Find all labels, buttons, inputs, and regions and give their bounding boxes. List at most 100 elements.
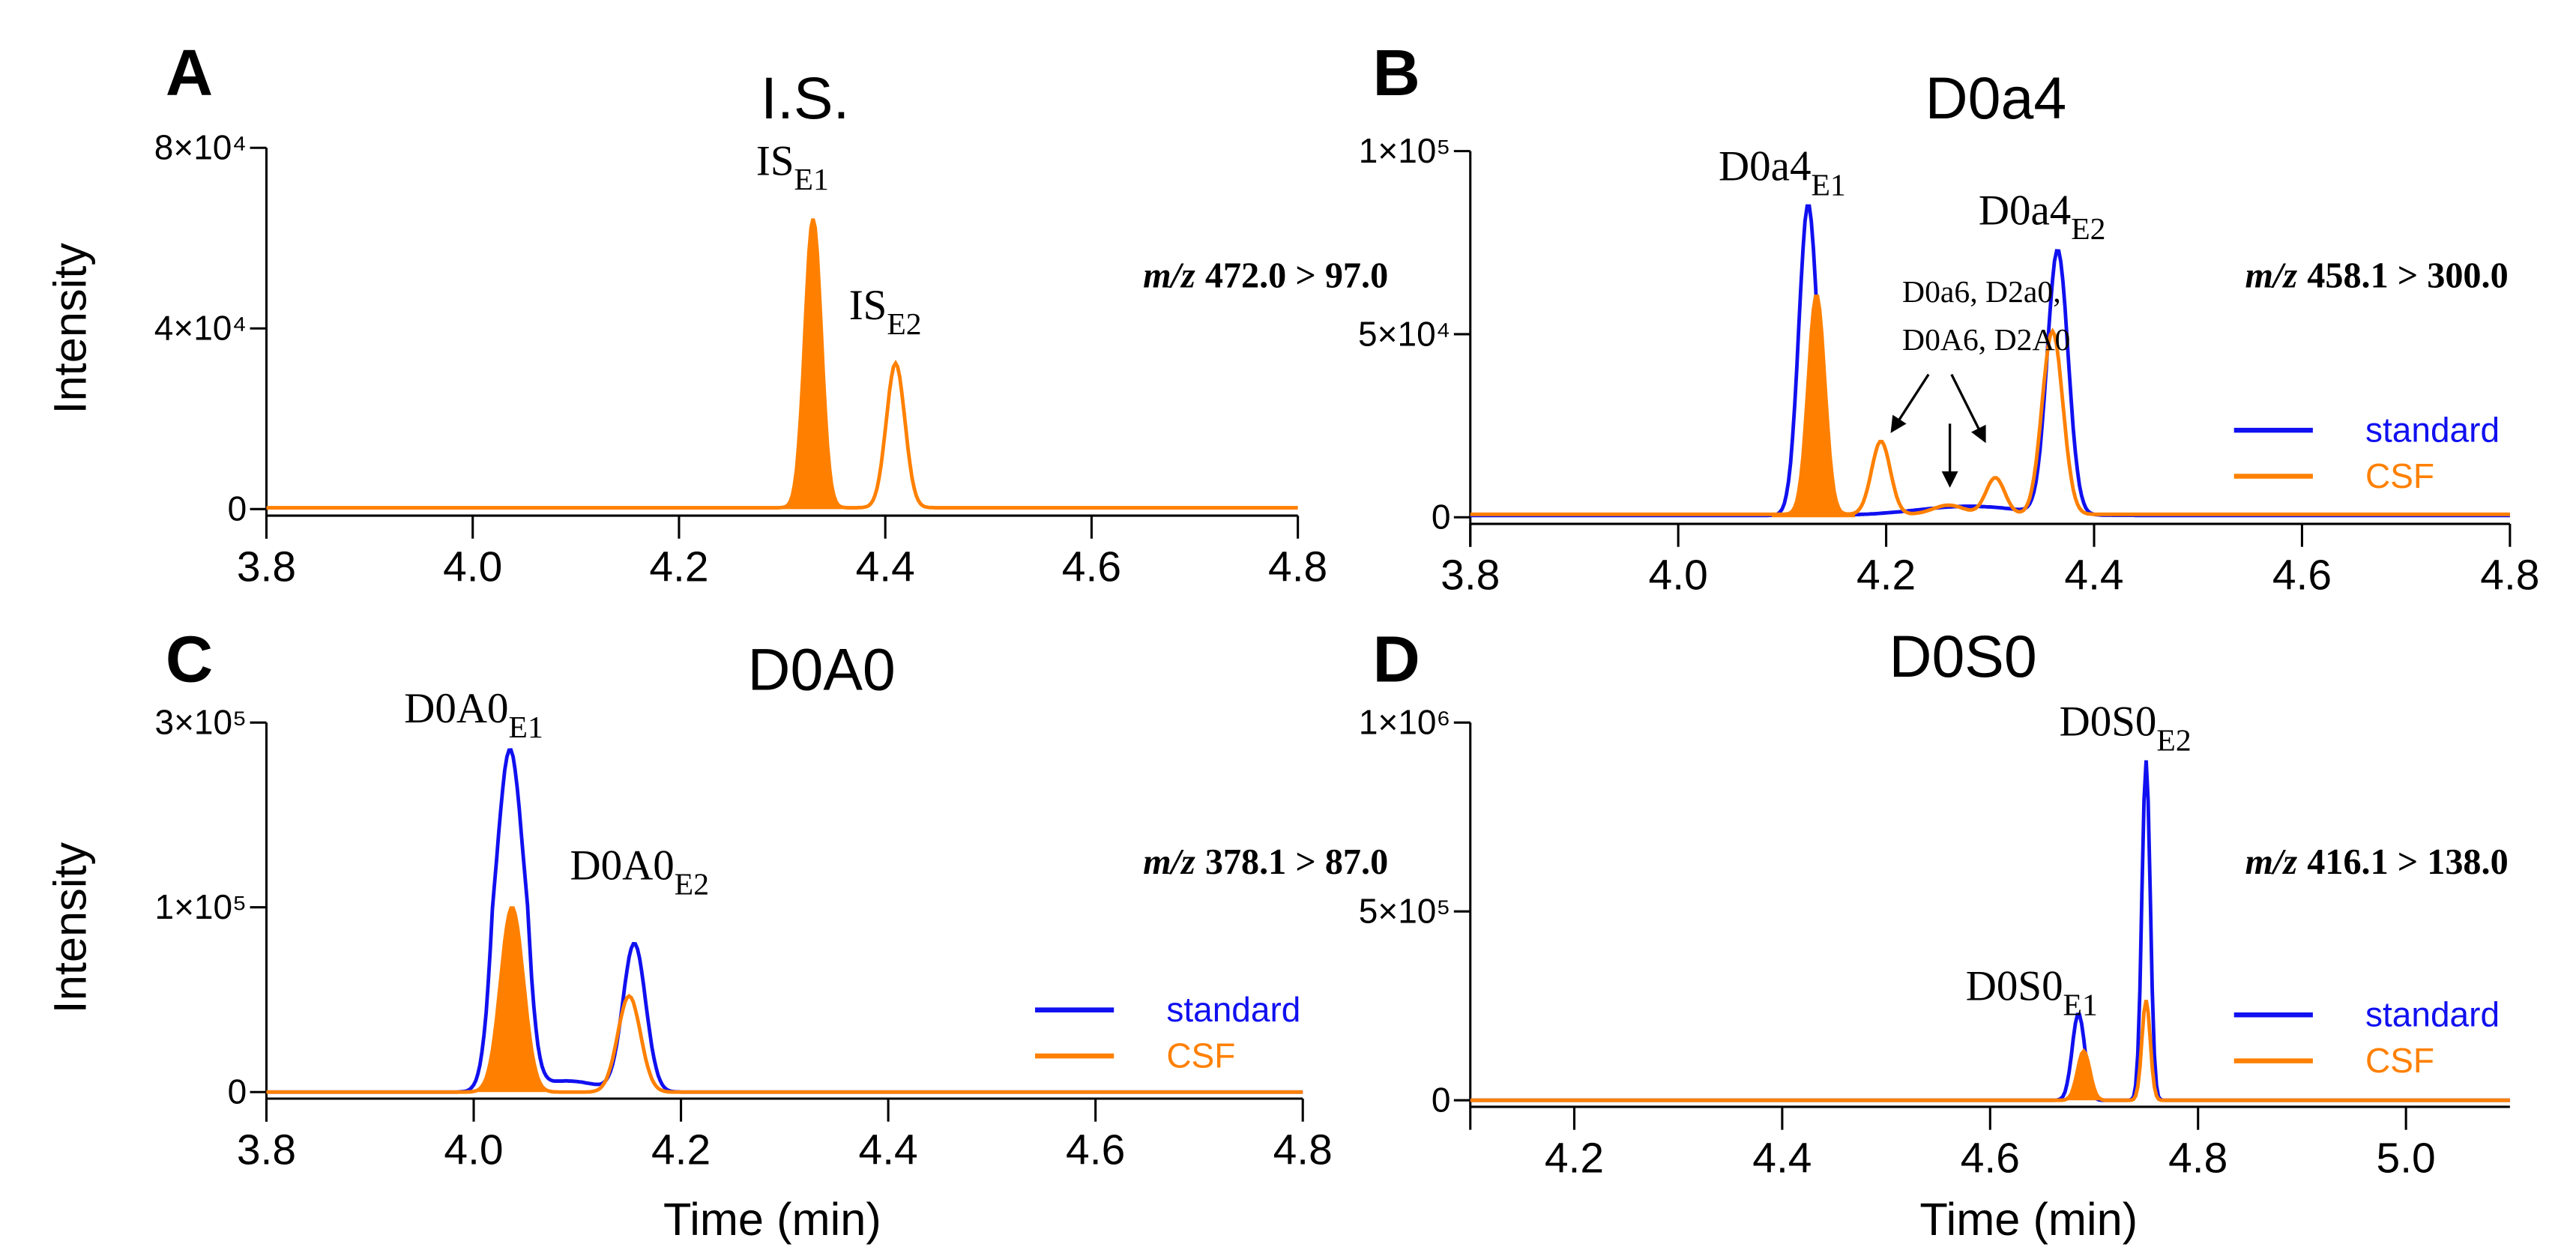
legend-label-csf: CSF [1166,1036,1235,1075]
y-axis-label: Intensity [44,842,96,1014]
peak-label: D0A0E1 [404,685,543,745]
y-tick-label: 1×10⁶ [1359,703,1451,742]
peak-label: ISE1 [756,137,829,197]
x-tick-label: 4.8 [1273,1126,1333,1174]
panel-a: A I.S. Intensity 0 4×10⁴ 8×10⁴ 3.8 4.0 4.2 4.4 4.6… [44,36,1388,591]
panel-title: D0A0 [748,636,896,702]
y-tick-label: 0 [1432,1081,1451,1120]
mz-value: 472.0 > 97.0 [1205,256,1388,295]
mz-value: 378.1 > 87.0 [1205,842,1388,882]
filled-peak-area [2063,1051,2105,1101]
panel-title: D0S0 [1889,624,2036,689]
peak-label-base: D0a4 [1719,143,1811,190]
x-tick-label: 4.6 [2272,552,2332,600]
transition-label: m/z 416.1 > 138.0 [2245,842,2508,882]
peak-label: D0S0E2 [2060,698,2192,758]
peak-label-subscript: E1 [509,710,543,745]
x-tick-label: 4.8 [1268,543,1327,591]
x-tick-label: 4.0 [1649,552,1708,600]
transition-label: m/z 378.1 > 87.0 [1143,842,1388,882]
series-line-csf [1470,295,2510,516]
legend-label-standard: standard [2365,995,2500,1034]
panel-letter: D [1372,622,1420,695]
peak-label: ISE2 [849,282,922,342]
peak-label: D0S0E1 [1966,963,2098,1023]
legend-label-standard: standard [1166,990,1300,1029]
peak-label-subscript: E2 [887,307,921,342]
series-line-standard [1470,760,2510,1102]
annotation-text: D0A6, D2A0 [1902,323,2070,357]
x-axis-label: Time (min) [1919,1194,2138,1246]
mz-prefix: m/z [2245,842,2297,882]
mz-value: 458.1 > 300.0 [2307,256,2508,295]
x-tick-label: 4.0 [444,1126,503,1174]
x-tick-label: 4.2 [649,543,708,591]
x-axis-label: Time (min) [663,1194,881,1246]
x-tick-label: 4.2 [651,1126,711,1174]
peak-label-base: IS [849,282,887,329]
mz-prefix: m/z [1143,842,1195,882]
filled-peak-area [474,908,551,1093]
x-tick-label: 3.8 [237,1126,296,1174]
x-tick-label: 4.8 [2480,552,2539,600]
mz-prefix: m/z [2245,256,2297,295]
y-tick-label: 5×10⁴ [1358,314,1450,353]
x-tick-label: 4.4 [859,1126,918,1174]
panel-title: D0a4 [1925,65,2067,131]
transition-label: m/z 458.1 > 300.0 [2245,256,2508,295]
y-tick-label: 5×10⁵ [1359,892,1451,931]
legend-label-csf: CSF [2365,456,2434,495]
peak-label: D0a4E2 [1979,187,2106,247]
x-tick-label: 4.4 [2064,552,2123,600]
series-line-csf [1470,1000,2510,1102]
mz-prefix: m/z [1143,256,1195,295]
panel-letter: A [166,36,213,109]
peak-label: D0A0E2 [570,842,710,902]
x-tick-label: 4.6 [1961,1135,2020,1183]
peak-label-subscript: E1 [1811,168,1845,202]
x-tick-label: 4.4 [1752,1135,1812,1183]
x-tick-label: 4.6 [1062,543,1121,591]
peak-label-base: D0A0 [404,685,508,732]
peak-label-base: IS [756,137,794,184]
peak-label-base: D0S0 [2060,698,2157,746]
peak-label-subscript: E2 [2156,723,2191,758]
peak-label-subscript: E1 [794,163,829,197]
peak-label-base: D0A0 [570,842,675,890]
annotation-arrow [1950,373,1986,444]
series-line-standard [1470,204,2510,518]
y-tick-label: 1×10⁵ [1359,131,1451,170]
x-tick-label: 3.8 [237,543,296,591]
x-tick-label: 5.0 [2377,1135,2436,1183]
peak-label-subscript: E1 [2063,988,2098,1022]
panel-c: C D0A0 Intensity Time (min) 0 1×10⁵ 3×10⁵ 3.8 4.… [44,622,1388,1245]
peak-label-subscript: E2 [2071,212,2105,247]
panel-d: D D0S0 Time (min) 0 5×10⁵ 1×10⁶ 4.2 4.4 4.6 4.8 5.… [1359,622,2510,1246]
y-tick-label: 0 [228,1072,247,1111]
series-line-standard [266,748,1303,1094]
y-tick-label: 1×10⁵ [154,887,247,926]
annotation-text: D0a6, D2a0, [1902,275,2061,310]
x-tick-label: 4.4 [856,543,915,591]
legend-label-csf: CSF [2365,1041,2434,1080]
y-tick-label: 0 [1432,498,1451,537]
series-line-csf [266,906,1303,1094]
x-tick-label: 3.8 [1441,552,1500,600]
filled-peak-area [1772,296,1855,518]
y-tick-label: 0 [228,489,247,528]
peak-label-base: D0S0 [1966,963,2063,1010]
peak-label: D0a4E1 [1719,143,1846,203]
x-tick-label: 4.8 [2168,1135,2227,1183]
peak-label-subscript: E2 [675,867,709,902]
y-tick-label: 3×10⁵ [154,703,247,742]
y-tick-label: 8×10⁴ [154,128,247,167]
x-tick-label: 4.6 [1066,1126,1125,1174]
y-tick-label: 4×10⁴ [154,309,247,348]
x-tick-label: 4.0 [443,543,502,591]
peak-label-base: D0a4 [1979,187,2071,234]
panel-title: I.S. [761,65,849,131]
filled-peak-area [763,218,859,510]
y-axis-label: Intensity [44,243,96,414]
panel-letter: C [166,622,213,695]
